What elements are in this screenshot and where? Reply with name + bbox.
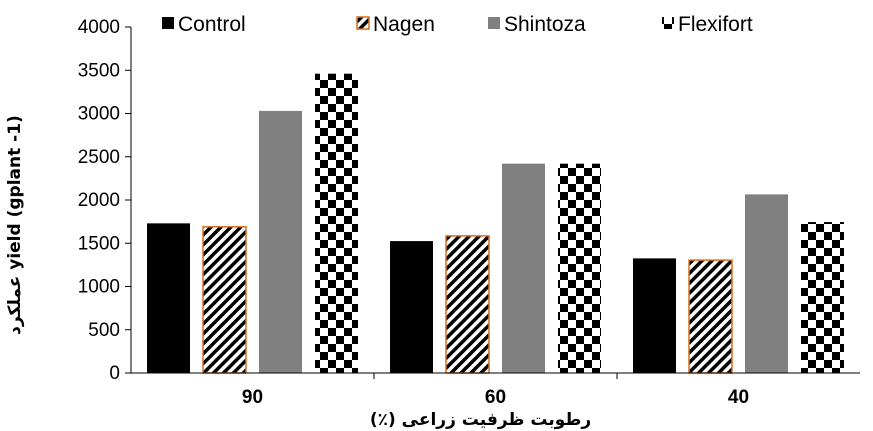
legend-item-control: Control xyxy=(162,13,246,36)
bar-nagen-60 xyxy=(445,235,490,374)
legend-swatch xyxy=(488,17,500,29)
legend-label: Flexifort xyxy=(678,13,753,36)
legend-label: Shintoza xyxy=(504,13,586,36)
bar-nagen-90 xyxy=(202,226,247,374)
legend-swatch xyxy=(356,16,370,30)
x-axis: 90 60 40 xyxy=(131,372,860,408)
bars xyxy=(147,73,844,374)
x-tick-label: 60 xyxy=(485,387,506,408)
y-tick-label: 3000 xyxy=(78,104,120,125)
bar-flexifort-40 xyxy=(801,222,844,373)
legend-label: Nagen xyxy=(373,13,435,36)
bar-flexifort-90 xyxy=(315,73,358,374)
bar-shintoza-90 xyxy=(259,110,302,373)
legend: Control Nagen Shintoza Flexifort xyxy=(162,13,753,36)
bar-control-60 xyxy=(390,241,433,373)
y-tick-label: 0 xyxy=(109,363,120,384)
y-tick-label: 2000 xyxy=(78,190,120,211)
y-tick-label: 2500 xyxy=(78,147,120,168)
x-tick-label: 40 xyxy=(728,387,749,408)
bar-nagen-40 xyxy=(688,259,733,374)
legend-swatch xyxy=(662,17,674,29)
y-axis: 0 500 1000 1500 2000 2500 3000 3500 4000 xyxy=(78,17,132,384)
x-tick-label: 90 xyxy=(242,387,263,408)
legend-item-flexifort: Flexifort xyxy=(662,13,753,36)
bar-shintoza-60 xyxy=(502,163,545,373)
y-axis-title: عملکرد yield (gplant -1) xyxy=(5,115,25,335)
y-tick-label: 500 xyxy=(88,320,120,341)
bar-shintoza-40 xyxy=(745,194,788,373)
y-tick-label: 1500 xyxy=(78,233,120,254)
legend-item-shintoza: Shintoza xyxy=(488,13,586,36)
bar-flexifort-60 xyxy=(558,163,601,373)
bar-control-90 xyxy=(147,223,190,373)
x-axis-title: رطوبت ظرفیت زراعی (٪) xyxy=(370,410,591,430)
y-tick-label: 4000 xyxy=(78,17,120,38)
legend-label: Control xyxy=(178,13,246,36)
legend-item-nagen: Nagen xyxy=(356,13,435,36)
bar-control-40 xyxy=(633,258,676,373)
y-tick-label: 3500 xyxy=(78,60,120,81)
y-tick-label: 1000 xyxy=(78,277,120,298)
legend-swatch xyxy=(162,17,174,29)
